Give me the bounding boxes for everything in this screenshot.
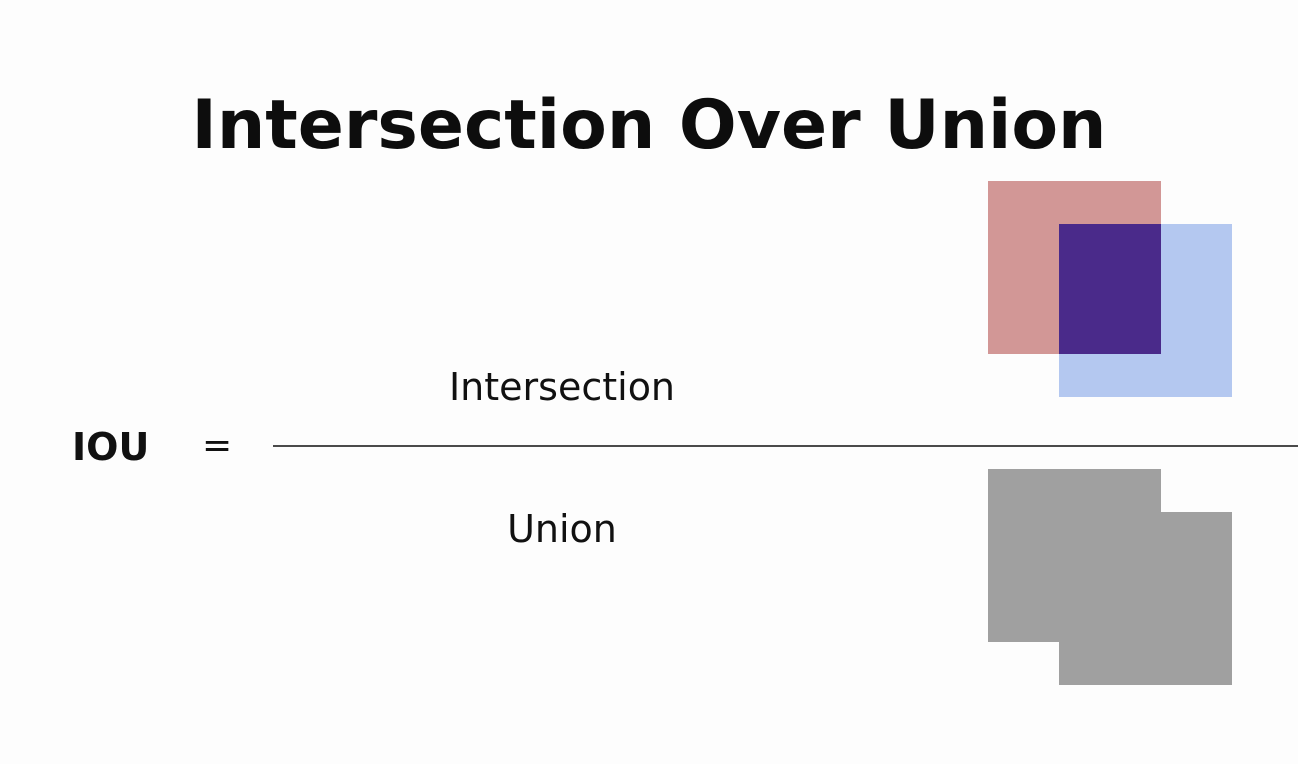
box-b — [1059, 224, 1232, 397]
fraction-denominator: Union — [507, 507, 617, 551]
box-a — [988, 181, 1161, 354]
intersection-illustration — [988, 181, 1232, 397]
iou-label: IOU — [72, 425, 150, 469]
intersection-region — [1059, 224, 1161, 354]
union-illustration — [988, 469, 1232, 685]
union-region — [988, 469, 1232, 685]
equals-sign: = — [202, 425, 233, 466]
slide-title: Intersection Over Union — [191, 86, 1107, 165]
fraction-numerator: Intersection — [448, 365, 676, 409]
fraction-line — [273, 445, 1298, 447]
